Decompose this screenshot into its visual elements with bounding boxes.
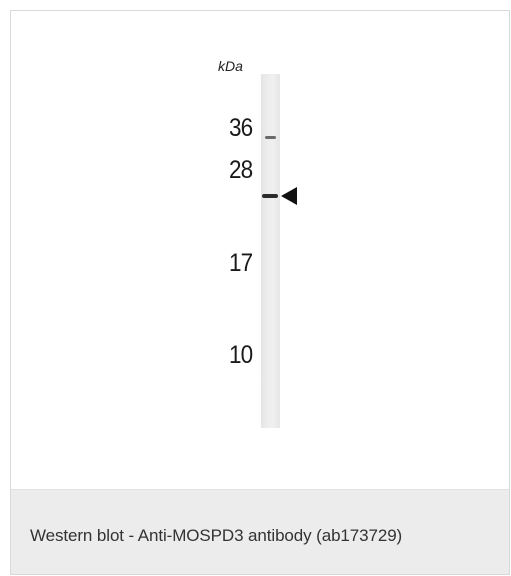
marker-label-17: 17 (229, 249, 253, 277)
caption-area: Western blot - Anti-MOSPD3 antibody (ab1… (11, 489, 509, 574)
image-card: kDa 36 28 17 10 Western blot - Anti-MOSP… (10, 10, 510, 575)
western-blot-figure: kDa 36 28 17 10 (11, 11, 509, 489)
kda-unit-label: kDa (218, 58, 243, 74)
figure-caption: Western blot - Anti-MOSPD3 antibody (ab1… (30, 526, 403, 545)
blot-lane (261, 74, 280, 428)
band-target (262, 194, 278, 198)
marker-label-10: 10 (229, 341, 253, 369)
marker-label-36: 36 (229, 114, 253, 142)
band-36kda (265, 136, 276, 139)
marker-label-28: 28 (229, 156, 253, 184)
arrowhead-icon (281, 187, 297, 205)
